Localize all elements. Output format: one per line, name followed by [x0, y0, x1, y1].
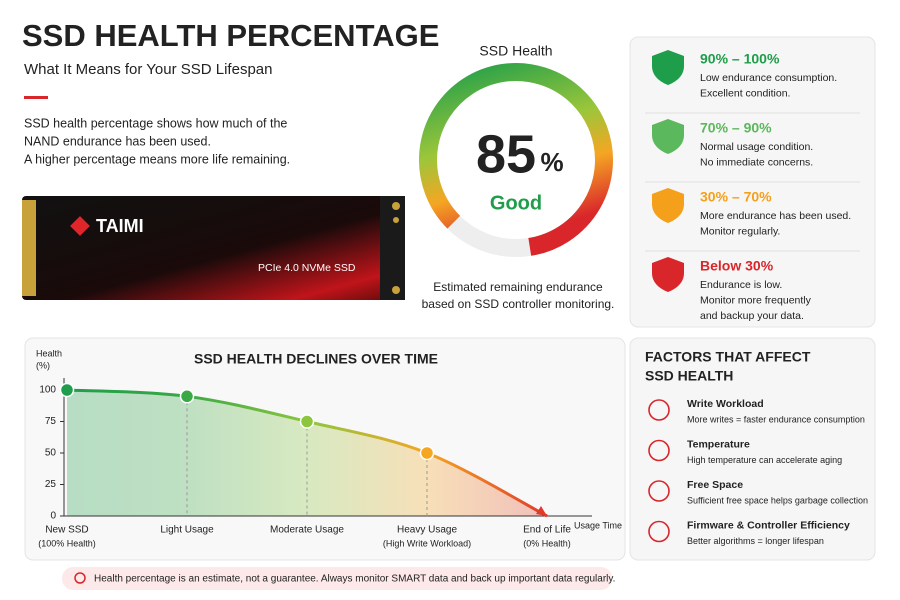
factor-icon — [648, 480, 670, 502]
ssd-label: PCIe 4.0 NVMe SSD — [258, 262, 356, 274]
range-title: 30% – 70% — [700, 189, 772, 205]
x-tick-label: End of Life — [523, 525, 571, 536]
point — [59, 382, 75, 398]
factors-panel — [629, 337, 876, 561]
range-text: More endurance has been used. — [700, 210, 851, 222]
range-text: Monitor regularly. — [700, 225, 780, 237]
range-text: Endurance is low. — [700, 279, 782, 291]
gauge-value: 85 — [476, 124, 536, 184]
y-tick-label: 25 — [45, 479, 57, 490]
range-title: 90% – 100% — [700, 51, 780, 67]
description: SSD health percentage shows how much of … — [24, 116, 287, 130]
chart-title: SSD HEALTH DECLINES OVER TIME — [194, 351, 438, 367]
shield-icon — [652, 119, 684, 154]
factor-title: Free Space — [687, 479, 743, 491]
point — [419, 445, 435, 461]
x-tick-label: New SSD — [45, 525, 88, 536]
range-title: 70% – 90% — [700, 120, 772, 136]
x-tick-label: Heavy Usage — [397, 525, 457, 536]
range-text: Monitor more frequently — [700, 294, 812, 306]
range-text: Normal usage condition. — [700, 141, 813, 153]
x-tick-note: (High Write Workload) — [383, 538, 471, 548]
point — [299, 414, 315, 429]
x-tick-note: (100% Health) — [38, 538, 96, 548]
factor-title: Firmware & Controller Efficiency — [687, 519, 850, 531]
range-title: Below 30% — [700, 258, 774, 274]
factor-title: Write Workload — [687, 398, 764, 410]
shield-icon — [652, 50, 684, 85]
range-text: Excellent condition. — [700, 87, 790, 99]
x-axis-title: Usage Time — [574, 520, 622, 530]
range-text: and backup your data. — [700, 310, 804, 322]
note: Health percentage is an estimate, not a … — [94, 574, 615, 585]
note-box — [62, 567, 612, 590]
factor-icon — [648, 439, 670, 462]
factor-text: Better algorithms = longer lifespan — [687, 536, 824, 546]
y-tick-label: 0 — [50, 511, 56, 522]
factor-icon — [648, 399, 670, 421]
x-tick-note: (0% Health) — [523, 538, 571, 548]
y-tick-label: 100 — [39, 385, 56, 396]
factor-icon — [648, 520, 670, 543]
factors-title: SSD HEALTH — [645, 368, 733, 384]
shield-icon — [652, 188, 684, 223]
subtitle: What It Means for Your SSD Lifespan — [24, 61, 272, 78]
range-text: Low endurance consumption. — [700, 72, 837, 84]
gauge-status: Good — [490, 192, 542, 214]
factor-text: More writes = faster endurance consumpti… — [687, 414, 865, 424]
range-text: No immediate concerns. — [700, 156, 813, 168]
accent-bar — [24, 96, 48, 99]
y-axis-title: Health — [36, 348, 62, 358]
gauge-title: SSD Health — [479, 43, 552, 59]
x-tick-label: Light Usage — [160, 525, 214, 536]
x-tick-label: Moderate Usage — [270, 525, 344, 536]
end-arrow — [536, 506, 547, 516]
factor-text: High temperature can accelerate aging — [687, 455, 842, 465]
point — [179, 389, 195, 404]
y-tick-label: 75 — [45, 416, 57, 427]
y-tick-label: 50 — [45, 448, 57, 459]
factors-title: FACTORS THAT AFFECT — [645, 349, 811, 365]
description: A higher percentage means more life rema… — [24, 152, 290, 166]
ssd-image — [22, 196, 405, 300]
title: SSD HEALTH PERCENTAGE — [22, 18, 439, 53]
shield-icon — [652, 257, 684, 292]
factor-title: Temperature — [687, 438, 750, 450]
gauge-arc — [419, 63, 613, 256]
description: NAND endurance has been used. — [24, 134, 211, 148]
gauge-unit: % — [540, 147, 563, 177]
note-icon — [74, 572, 86, 584]
ssd-brand: TAIMI — [96, 216, 144, 236]
y-axis-title: (%) — [36, 360, 50, 370]
factor-text: Sufficient free space helps garbage coll… — [687, 495, 868, 505]
gauge-caption: based on SSD controller monitoring. — [422, 297, 615, 311]
gauge-caption: Estimated remaining endurance — [433, 280, 603, 294]
